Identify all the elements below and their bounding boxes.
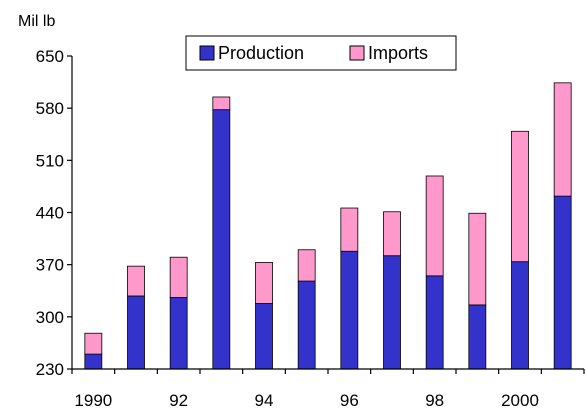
legend: Production Imports: [185, 35, 457, 71]
y-tick-label: 230: [36, 360, 64, 379]
y-axis-tick-labels: 230 300 370 440 510 580 650: [36, 47, 72, 379]
y-tick-label: 370: [36, 256, 64, 275]
x-tick-label: 96: [340, 391, 359, 410]
y-axis-unit-label: Mil lb: [18, 13, 55, 30]
x-axis-tick-labels: 1990 92 94 96 98 2000: [71, 369, 585, 410]
bar-production-2000: [511, 261, 529, 370]
bar-production-1993: [212, 109, 231, 370]
x-tick-label: 92: [169, 391, 188, 410]
legend-swatch-imports: [349, 45, 365, 61]
x-tick-label: 2000: [501, 391, 539, 410]
bar-imports-1991: [127, 265, 145, 297]
bar-imports-96: [340, 207, 359, 252]
bar-imports-1990: [84, 332, 103, 355]
bar-imports-98: [425, 175, 444, 277]
bar-production-2001: [553, 195, 572, 370]
x-tick-label: 1990: [74, 391, 112, 410]
y-tick-label: 510: [36, 151, 64, 170]
legend-box: [185, 35, 457, 71]
bar-imports-94: [255, 262, 273, 304]
bar-production-1995: [297, 280, 316, 370]
bar-production-98: [425, 275, 444, 370]
bar-production-92: [169, 297, 188, 370]
legend-label-production: Production: [218, 43, 304, 63]
bars: [84, 82, 572, 370]
y-tick-label: 580: [36, 99, 64, 118]
bar-imports-1993: [212, 96, 231, 111]
x-tick-label: 94: [255, 391, 274, 410]
legend-label-imports: Imports: [368, 43, 428, 63]
bar-production-1990: [84, 353, 103, 370]
bar-production-94: [255, 303, 273, 370]
bar-imports-1999: [468, 212, 487, 306]
bar-production-96: [340, 250, 359, 370]
legend-swatch-production: [199, 45, 215, 61]
bar-imports-2001: [553, 82, 572, 197]
y-tick-label: 440: [36, 204, 64, 223]
bar-imports-2000: [511, 130, 529, 263]
y-tick-label: 650: [36, 47, 64, 66]
bar-production-1997: [383, 255, 401, 370]
bar-imports-92: [169, 256, 188, 298]
bar-production-1991: [127, 295, 145, 370]
bar-imports-1995: [297, 249, 316, 282]
bar-production-1999: [468, 304, 487, 370]
x-tick-label: 98: [425, 391, 444, 410]
bar-imports-1997: [383, 211, 401, 257]
y-tick-label: 300: [36, 308, 64, 327]
